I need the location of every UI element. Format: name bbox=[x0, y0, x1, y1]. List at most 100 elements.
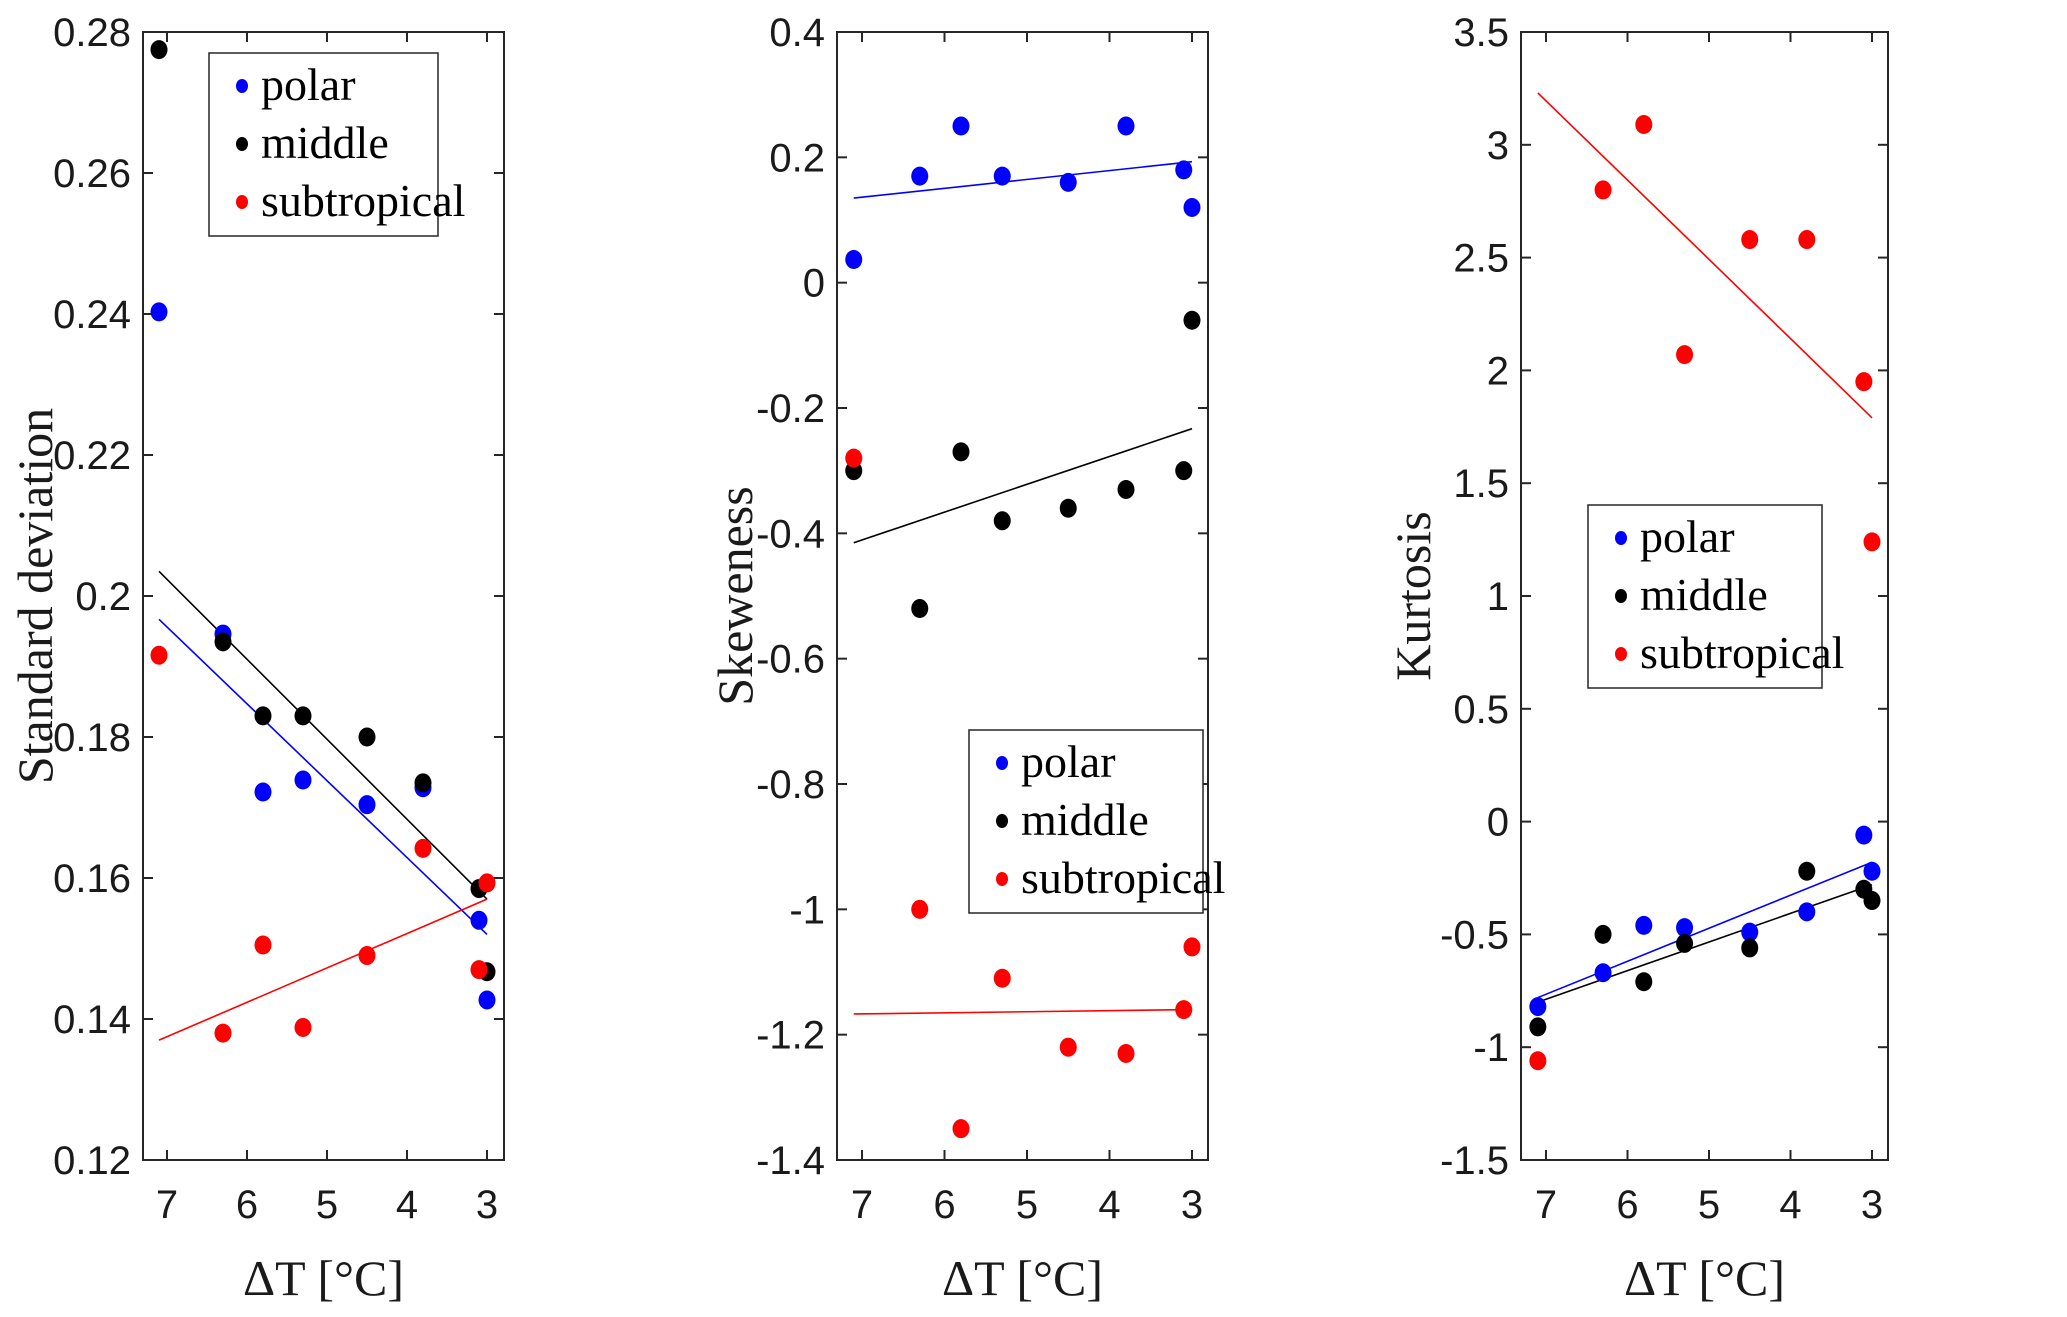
point-polar bbox=[478, 990, 496, 1010]
legend-label-polar: polar bbox=[261, 59, 356, 110]
y-tick-label: -1 bbox=[789, 888, 825, 932]
y-tick-label: 0.12 bbox=[53, 1139, 131, 1183]
point-polar bbox=[1175, 160, 1193, 180]
point-polar bbox=[1059, 172, 1077, 192]
point-middle bbox=[294, 706, 312, 726]
point-polar bbox=[150, 302, 168, 322]
y-tick-label: 2 bbox=[1487, 349, 1509, 393]
legend-label-polar: polar bbox=[1021, 736, 1116, 787]
x-tick-label: 7 bbox=[851, 1183, 873, 1227]
point-middle bbox=[993, 511, 1011, 531]
y-tick-label: 0.26 bbox=[53, 152, 131, 196]
x-tick-label: 7 bbox=[156, 1183, 178, 1227]
fit-line-subtropical bbox=[158, 898, 488, 1041]
point-middle bbox=[1798, 861, 1816, 881]
y-tick-label: 1.5 bbox=[1453, 462, 1509, 506]
point-middle bbox=[1175, 461, 1193, 481]
point-polar bbox=[911, 166, 929, 186]
point-subtropical bbox=[1529, 1051, 1547, 1071]
legend-label-polar: polar bbox=[1640, 511, 1735, 562]
y-tick-label: -0.8 bbox=[756, 763, 825, 807]
legend-label-middle: middle bbox=[1021, 794, 1149, 845]
point-subtropical bbox=[150, 645, 168, 665]
point-polar bbox=[294, 770, 312, 790]
legend-label-subtropical: subtropical bbox=[261, 175, 465, 226]
legend-box bbox=[1587, 504, 1823, 689]
point-middle bbox=[1635, 972, 1653, 992]
fit-line-polar bbox=[1537, 861, 1873, 999]
point-polar bbox=[1183, 197, 1201, 217]
point-middle bbox=[1676, 933, 1694, 953]
point-subtropical bbox=[1863, 532, 1881, 552]
fit-line-middle bbox=[1537, 884, 1873, 1003]
point-polar bbox=[1741, 922, 1759, 942]
point-subtropical bbox=[414, 838, 432, 858]
legend-box bbox=[968, 729, 1204, 914]
x-tick-label: 6 bbox=[1616, 1183, 1638, 1227]
x-tick-label: 3 bbox=[1861, 1183, 1883, 1227]
x-tick-label: 4 bbox=[1098, 1183, 1120, 1227]
y-tick-label: -0.5 bbox=[1440, 913, 1509, 957]
y-axis-label: Standard deviation bbox=[7, 408, 63, 784]
x-tick-label: 5 bbox=[316, 1183, 338, 1227]
point-polar bbox=[1529, 997, 1547, 1017]
point-polar bbox=[1798, 902, 1816, 922]
legend-marker-middle bbox=[1615, 589, 1627, 603]
y-tick-label: 0.16 bbox=[53, 857, 131, 901]
y-tick-label: 0.5 bbox=[1453, 688, 1509, 732]
point-polar bbox=[254, 782, 272, 802]
x-tick-label: 6 bbox=[933, 1183, 955, 1227]
point-polar bbox=[952, 116, 970, 136]
point-polar bbox=[358, 795, 376, 815]
legend-marker-middle bbox=[236, 137, 248, 151]
y-tick-label: -0.6 bbox=[756, 638, 825, 682]
fit-line-polar bbox=[158, 618, 488, 935]
point-subtropical bbox=[254, 935, 272, 955]
point-middle bbox=[1863, 891, 1881, 911]
point-polar bbox=[1594, 963, 1612, 983]
y-tick-label: 0 bbox=[1487, 801, 1509, 845]
point-subtropical bbox=[845, 448, 863, 468]
y-tick-label: 3 bbox=[1487, 124, 1509, 168]
legend-label-middle: middle bbox=[261, 117, 389, 168]
y-tick-label: 2.5 bbox=[1453, 237, 1509, 281]
legend-marker-middle bbox=[996, 814, 1008, 828]
point-polar bbox=[1676, 918, 1694, 938]
y-tick-label: 0.14 bbox=[53, 998, 131, 1042]
point-polar bbox=[1855, 825, 1873, 845]
chart-panel-3: 7 6 5 4 3 -1.5 -1 -0.5 0 0.5 1 1.5 2 2.5 3 3.5 ΔT [°C] Ku… bbox=[1385, 11, 1889, 1306]
y-tick-label: 0.4 bbox=[769, 11, 825, 55]
point-subtropical bbox=[1175, 1000, 1193, 1020]
y-tick-label: 0.28 bbox=[53, 11, 131, 55]
legend-marker-subtropical bbox=[1615, 647, 1627, 661]
point-subtropical bbox=[214, 1023, 232, 1043]
legend-label-subtropical: subtropical bbox=[1021, 852, 1225, 903]
point-subtropical bbox=[1635, 114, 1653, 134]
point-middle bbox=[1183, 310, 1201, 330]
point-subtropical bbox=[1855, 372, 1873, 392]
y-tick-label: 0.22 bbox=[53, 434, 131, 478]
y-tick-label: -1.4 bbox=[756, 1139, 825, 1183]
x-axis-label: ΔT [°C] bbox=[942, 1250, 1103, 1306]
x-tick-label: 5 bbox=[1698, 1183, 1720, 1227]
point-subtropical bbox=[478, 873, 496, 893]
point-subtropical bbox=[1059, 1037, 1077, 1057]
fit-line-middle bbox=[158, 570, 488, 900]
point-middle bbox=[952, 442, 970, 462]
fit-line-polar bbox=[853, 160, 1193, 199]
legend-marker-subtropical bbox=[236, 195, 248, 209]
point-middle bbox=[414, 773, 432, 793]
point-polar bbox=[470, 910, 488, 930]
x-tick-label: 6 bbox=[236, 1183, 258, 1227]
chart-panel-1: 7 6 5 4 3 0.12 0.14 0.16 0.18 0.2 0.22 0.24 0.26 0.28… bbox=[7, 11, 505, 1306]
y-tick-label: 1 bbox=[1487, 575, 1509, 619]
chart-panel-2: 7 6 5 4 3 -1.4 -1.2 -1 -0.8 -0.6 -0.4 -0.2 0 0.2 0.4 ΔT… bbox=[707, 11, 1225, 1306]
point-middle bbox=[254, 706, 272, 726]
point-subtropical bbox=[952, 1119, 970, 1139]
y-tick-label: 0.2 bbox=[75, 575, 131, 619]
x-tick-label: 4 bbox=[1779, 1183, 1801, 1227]
point-subtropical bbox=[1594, 180, 1612, 200]
legend-marker-polar bbox=[236, 79, 248, 93]
y-tick-label: 0.24 bbox=[53, 293, 131, 337]
